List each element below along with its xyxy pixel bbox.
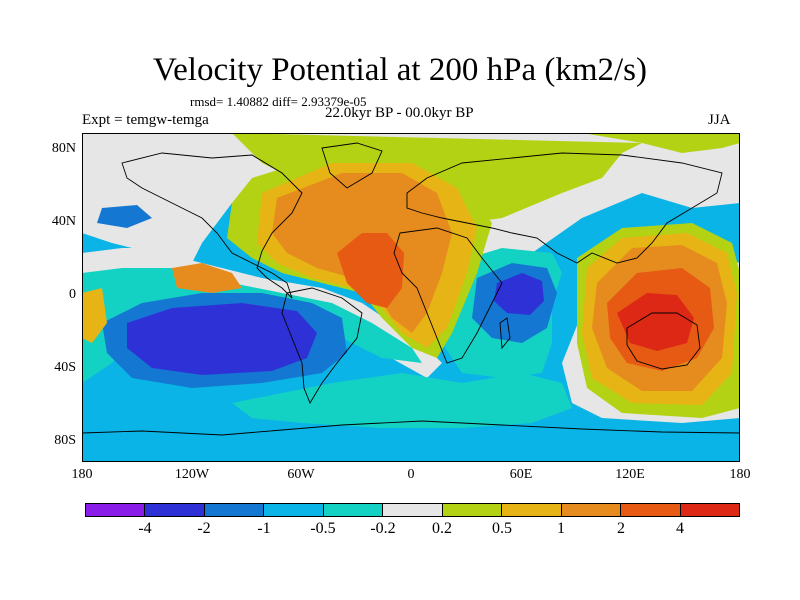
outline-australia <box>626 312 701 370</box>
lon-label-0: 0 <box>407 467 415 482</box>
colorbar-swatch-10 <box>680 504 739 516</box>
lon-label-180w: 180 <box>71 467 93 482</box>
lon-label-120w: 120W <box>174 467 210 482</box>
field-blue-nwpacific <box>97 205 152 228</box>
lat-label-40s: 40S <box>54 360 76 375</box>
colorbar-label: -4 <box>138 520 152 537</box>
field-darkblue-pacific <box>127 303 317 375</box>
season-label: JJA <box>708 112 731 128</box>
continent-outlines <box>82 142 740 436</box>
colorbar-swatch-2 <box>204 504 265 516</box>
velocity-potential-map <box>82 133 740 462</box>
colorbar-label: -2 <box>197 520 211 537</box>
experiment-label: Expt = temgw-temga <box>82 112 209 128</box>
field-teal-pacific <box>82 268 422 383</box>
outline-antarctica <box>82 420 740 436</box>
colorbar-swatch-7 <box>502 504 562 516</box>
colorbar-swatch-9 <box>621 504 681 516</box>
field-darkblue-indian <box>494 273 544 315</box>
colorbar-label: -0.2 <box>370 520 396 537</box>
colorbar-label: 0.2 <box>432 520 452 537</box>
colorbar-label: 1 <box>557 520 565 537</box>
lat-label-80n: 80N <box>51 141 76 156</box>
field-red-aus <box>617 293 694 351</box>
field-teal-south <box>232 373 572 428</box>
outline-africa <box>393 227 503 364</box>
lat-label-0: 0 <box>69 287 76 302</box>
period-label: 22.0kyr BP - 00.0kyr BP <box>325 105 474 121</box>
colorbar-label: 0.5 <box>492 520 512 537</box>
colorbar-swatch-3 <box>264 504 324 516</box>
lat-label-80s: 80S <box>54 433 76 448</box>
lon-label-120e: 120E <box>615 467 645 482</box>
colorbar-swatch-8 <box>561 504 622 516</box>
outline-greenland <box>321 142 383 189</box>
outline-eurasia <box>406 152 723 264</box>
lat-label-40n: 40N <box>51 214 76 229</box>
plot-title: Velocity Potential at 200 hPa (km2/s) <box>152 52 648 88</box>
map-frame <box>82 133 740 462</box>
lon-label-60e: 60E <box>509 467 533 482</box>
field-redorange-atlantic <box>337 233 404 308</box>
field-gold-westpac <box>82 288 107 343</box>
lon-label-180e: 180 <box>729 467 751 482</box>
outline-madagascar <box>499 317 511 350</box>
colorbar-swatch-5 <box>383 504 443 516</box>
colorbar-label: 2 <box>617 520 625 537</box>
colorbar-swatch-0 <box>86 504 146 516</box>
colorbar-swatch-6 <box>442 504 503 516</box>
outline-south-america <box>281 287 363 405</box>
lon-label-60w: 60W <box>287 467 315 482</box>
colorbar-swatch-4 <box>323 504 384 516</box>
colorbar <box>85 503 740 517</box>
colorbar-swatch-1 <box>145 504 205 516</box>
colorbar-label: -0.5 <box>310 520 336 537</box>
colorbar-label: 4 <box>676 520 684 537</box>
stats-subtitle: rmsd= 1.40882 diff= 2.93379e-05 <box>190 94 367 109</box>
field-orange-pacific-east <box>172 263 242 293</box>
colorbar-label: -1 <box>257 520 271 537</box>
